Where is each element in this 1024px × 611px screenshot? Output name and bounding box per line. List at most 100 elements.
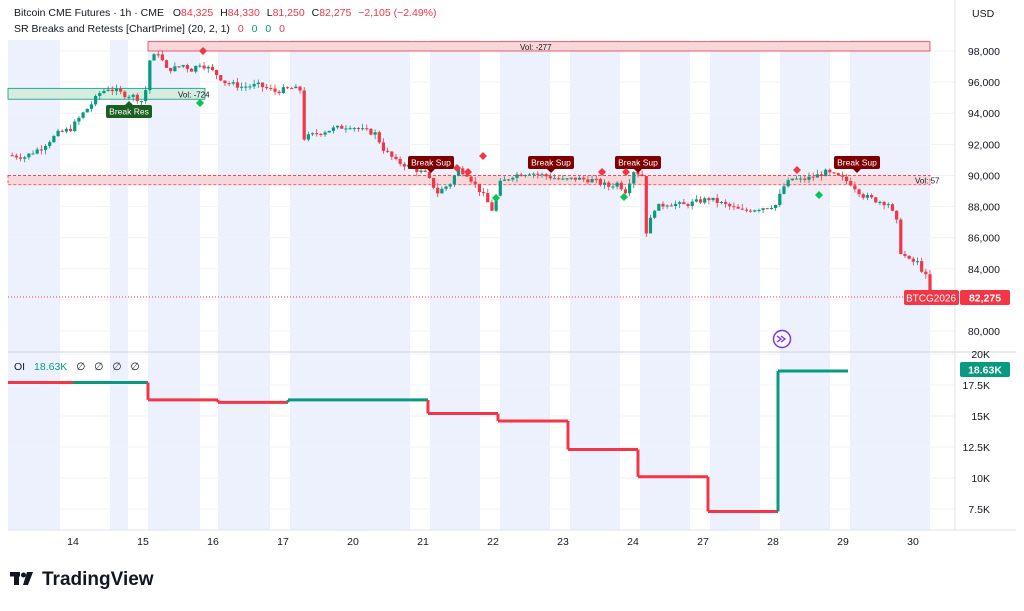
candle-body <box>561 178 565 180</box>
oi-label[interactable]: OI <box>14 361 25 373</box>
candle-body <box>181 65 185 67</box>
price-tick-label: 96,000 <box>968 77 1000 89</box>
candle-body <box>861 194 865 198</box>
candle-body <box>853 185 857 190</box>
candle-body <box>381 142 386 151</box>
candle-body <box>594 179 598 181</box>
candle-body <box>185 65 189 69</box>
candle-body <box>532 173 536 175</box>
session-shade <box>710 40 760 530</box>
candle-body <box>81 112 85 118</box>
candle-body <box>494 195 498 211</box>
session-shade <box>640 40 690 530</box>
signal-diamond <box>620 193 628 201</box>
indicator-value-3: 0 <box>265 23 271 35</box>
candle-body <box>836 173 840 176</box>
indicator-title[interactable]: SR Breaks and Retests [ChartPrime] (20, … <box>14 23 230 35</box>
candle-body <box>790 178 794 181</box>
candle-body <box>765 208 769 210</box>
oi-axis[interactable]: 7.5K 10K 12.5K 15K 17.5K 20K <box>963 349 990 516</box>
candle-body <box>519 174 523 177</box>
candle-body <box>607 182 611 187</box>
oi-tick-label: 20K <box>971 349 990 361</box>
candle-body <box>427 171 431 178</box>
candle-body <box>623 189 628 194</box>
candle-body <box>711 197 715 201</box>
candle-body <box>285 87 290 89</box>
time-tick-label: 16 <box>207 536 219 548</box>
candle-body <box>456 168 461 176</box>
candle-body <box>31 153 35 155</box>
candle-body <box>398 158 402 164</box>
oi-tick-label: 10K <box>971 473 990 485</box>
price-tick-label: 98,000 <box>968 46 1000 58</box>
candle-body <box>260 82 265 88</box>
oi-legend[interactable]: OI 18.63K ∅ ∅ ∅ ∅ <box>14 361 140 373</box>
candle-body <box>849 181 853 186</box>
candle-body <box>114 88 119 92</box>
candle-body <box>698 199 703 203</box>
session-shade <box>850 40 930 530</box>
candle-body <box>327 130 331 133</box>
candle-body <box>903 254 907 256</box>
candle-body <box>331 127 336 131</box>
candle-body <box>611 186 615 188</box>
candle-body <box>189 68 194 72</box>
candle-body <box>419 170 423 172</box>
candle-body <box>214 70 219 76</box>
candle-body <box>319 133 323 135</box>
candle-body <box>869 195 874 198</box>
candle-body <box>636 172 640 175</box>
signal-diamond <box>479 152 487 160</box>
last-price-badge: BTCG2026 82,275 <box>904 290 1010 305</box>
candle-body <box>127 96 131 98</box>
low-label: L <box>267 7 273 19</box>
candle-body <box>60 130 64 132</box>
candle-body <box>323 132 327 135</box>
candle-body <box>194 65 198 72</box>
candle-body <box>94 95 98 105</box>
candle-body <box>102 90 106 94</box>
candle-body <box>632 172 636 184</box>
candle-body <box>52 136 56 143</box>
candle-body <box>486 192 490 203</box>
candle-body <box>511 177 515 180</box>
time-axis[interactable]: 14 15 16 17 20 21 22 23 24 27 28 29 30 <box>67 536 919 548</box>
candle-body <box>169 67 173 72</box>
candle-body <box>586 179 590 183</box>
candle-body <box>619 182 623 190</box>
time-tick-label: 24 <box>627 536 639 548</box>
candle-body <box>369 128 373 135</box>
candle-body <box>273 88 277 92</box>
candle-body <box>882 201 886 206</box>
candle-body <box>444 186 448 189</box>
currency-label[interactable]: USD <box>972 8 995 20</box>
break-sup-label: Break Sup <box>408 156 454 173</box>
candle-body <box>757 209 761 211</box>
candle-body <box>23 157 27 159</box>
zone-volume-label: Vol: 57 <box>915 177 940 186</box>
candle-body <box>799 178 803 180</box>
candle-body <box>110 89 114 92</box>
time-tick-label: 14 <box>67 536 79 548</box>
candle-body <box>98 93 102 96</box>
sr-zone <box>7 175 931 186</box>
candle-body <box>686 204 690 206</box>
candle-body <box>281 87 285 94</box>
symbol-title[interactable]: Bitcoin CME Futures · 1h · CME <box>14 7 164 19</box>
candle-body <box>899 219 903 255</box>
candle-body <box>573 177 577 180</box>
close-label: C <box>312 7 320 19</box>
candle-body <box>807 176 811 180</box>
candle-body <box>14 155 18 158</box>
candle-body <box>461 168 465 175</box>
candle-body <box>152 54 156 61</box>
symbol-legend[interactable]: Bitcoin CME Futures · 1h · CME O84,325 H… <box>14 7 437 35</box>
oi-extra-2: ∅ <box>94 361 103 373</box>
candle-body <box>377 132 381 143</box>
signal-diamond <box>196 99 204 107</box>
price-tick-label: 88,000 <box>968 202 1000 214</box>
candle-body <box>911 258 915 262</box>
scroll-to-realtime-icon[interactable] <box>772 329 792 349</box>
